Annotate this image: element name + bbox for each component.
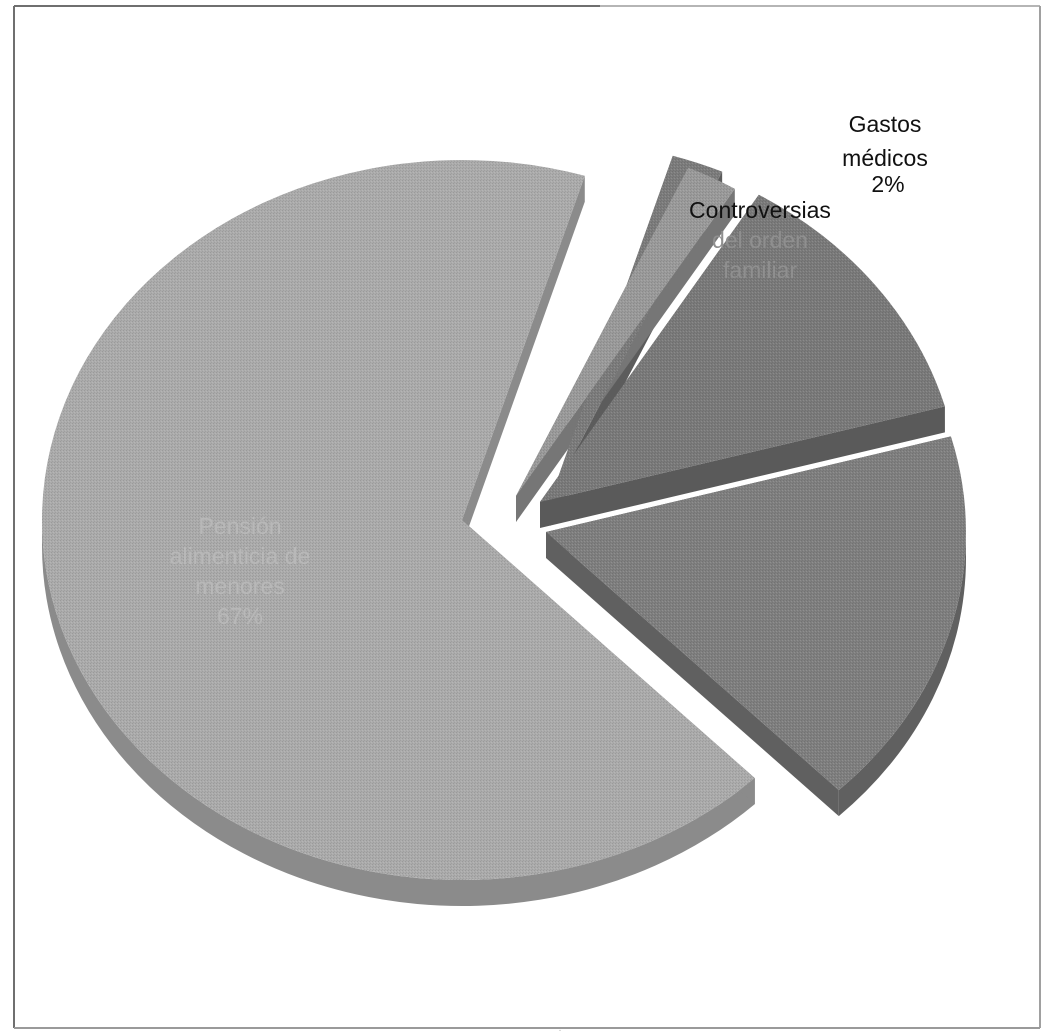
pie-slice-wall-4-1 (462, 175, 585, 546)
pie-label-line-4-0: Pensión (198, 513, 281, 539)
scan-artifact: ׅ (559, 1029, 561, 1032)
pie-label-1: Controversias del orden familiar (689, 197, 831, 283)
pie-slice-texture-3 (546, 436, 966, 791)
pie-slices (42, 155, 966, 906)
pie-label-line-1-1: del orden (712, 227, 808, 253)
pie-label-line-4-2: menores (195, 573, 284, 599)
pie-label-4: Pensión alimenticia de menores 67% (170, 513, 311, 629)
pie-label-line-1-2: familiar (723, 257, 797, 283)
pie-label-value-0: 2% (871, 171, 904, 197)
pie-label-line-0-1: médicos (842, 145, 928, 171)
page-frame (13, 5, 1041, 1029)
pie-label-line-0-0: Gastos (849, 111, 922, 137)
pie-slice-texture-1 (516, 167, 735, 496)
pie-label-value-4: 67% (217, 603, 263, 629)
pie-slice-wall-3-1 (546, 532, 839, 817)
pie-slice-texture-2 (540, 194, 945, 502)
pie-slice-side-3 (838, 532, 966, 817)
pie-slice-texture-4 (42, 160, 755, 881)
pie-slice-wall-2-1 (540, 406, 945, 528)
pie-label-line-1-0: Controversias (689, 197, 831, 223)
pie-label-line-4-1: alimenticia de (170, 543, 311, 569)
